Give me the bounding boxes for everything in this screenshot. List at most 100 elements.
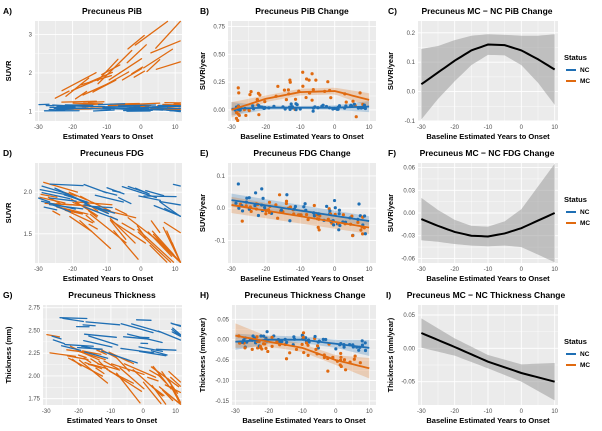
data-point-nc <box>293 204 298 209</box>
subject-trajectory-mc <box>79 220 112 250</box>
panel-i-xlabel: Baseline Estimated Years to Onset <box>426 416 550 425</box>
data-point-mc <box>282 88 287 92</box>
data-point-nc <box>363 348 368 353</box>
data-point-mc <box>234 110 239 115</box>
subject-trajectory-nc <box>92 109 115 112</box>
data-point-mc <box>301 335 305 339</box>
data-point-mc <box>302 350 306 355</box>
subject-trajectory-nc <box>118 197 132 205</box>
panel-h-ytick-label: 0.05 <box>217 317 229 323</box>
subject-trajectory-nc <box>49 183 84 187</box>
subject-trajectory-mc <box>108 58 143 81</box>
data-point-mc <box>263 100 267 104</box>
panel-e-xlabel: Baseline Estimated Years to Onset <box>240 274 364 283</box>
confidence-band-mc <box>235 323 370 379</box>
subject-trajectory-mc <box>52 210 61 216</box>
panel-g-title: Precuneus Thickness <box>68 290 156 300</box>
legend-title: Status <box>564 195 587 204</box>
data-point-nc <box>357 348 361 352</box>
subject-trajectory-mc <box>58 206 89 215</box>
panel-h-title: Precuneus Thickness Change <box>245 290 366 300</box>
subject-trajectory-mc <box>164 384 182 394</box>
panel-h-xtick-label: -30 <box>231 409 240 415</box>
data-point-mc <box>236 86 240 90</box>
data-point-mc <box>339 351 343 356</box>
panel-f-ylabel: SUVR/year <box>386 194 395 232</box>
subject-trajectory-mc <box>121 222 135 231</box>
data-point-mc <box>277 193 282 197</box>
panel-d-xtick-label: -20 <box>68 267 77 273</box>
subject-trajectory-mc <box>46 333 61 338</box>
panel-c-ytick-label: 0.2 <box>407 31 416 37</box>
subject-trajectory-mc <box>79 74 113 86</box>
panel-c-xtick-label: -20 <box>450 125 459 131</box>
data-point-nc <box>292 335 296 339</box>
difference-line <box>420 332 555 383</box>
data-point-nc <box>262 334 266 338</box>
data-point-mc <box>266 349 270 354</box>
panel-f-ytick-label: -0.06 <box>401 256 415 262</box>
subject-trajectory-mc <box>88 223 98 230</box>
subject-trajectory-nc <box>48 197 77 202</box>
panel-letter-f: F) <box>388 148 396 158</box>
panel-letter-a: A) <box>3 6 12 16</box>
legend-row-1: Status NC MC <box>564 53 590 85</box>
panel-g-ytick-label: 2.75 <box>28 306 40 312</box>
data-point-nc <box>262 205 267 210</box>
subject-trajectory-nc <box>120 323 154 334</box>
subject-trajectory-mc <box>149 244 168 263</box>
subject-trajectory-nc <box>155 348 177 351</box>
data-point-mc <box>264 346 268 350</box>
legend-row-2: Status NC MC <box>564 195 590 227</box>
data-point-mc <box>286 88 290 92</box>
data-point-mc <box>314 78 318 82</box>
panel-e-ytick-label: 0.0 <box>217 206 226 212</box>
data-point-nc <box>245 196 249 200</box>
subject-trajectory-nc <box>138 350 167 357</box>
panel-g-xtick-label: 0 <box>142 409 146 415</box>
data-point-nc <box>321 337 325 341</box>
panel-g: G) Precuneus Thickness -30 -20 -10 0 10 1.75 2… <box>3 290 182 425</box>
data-point-mc <box>356 220 360 224</box>
panel-i-ytick-label: 0.00 <box>403 346 415 352</box>
subject-trajectory-nc <box>106 187 125 195</box>
subject-trajectory-mc <box>150 220 161 234</box>
data-point-nc <box>325 204 329 208</box>
subject-trajectory-mc <box>85 214 95 223</box>
subject-trajectory-nc <box>157 330 182 341</box>
subject-trajectory-mc <box>89 213 127 244</box>
data-point-nc <box>337 212 341 216</box>
subject-trajectory-mc <box>71 358 82 367</box>
data-point-nc <box>288 219 292 223</box>
subject-trajectory-mc <box>84 361 103 370</box>
subject-trajectory-mc <box>143 48 174 69</box>
panel-f-ytick-label: 0.06 <box>403 166 415 172</box>
data-point-nc <box>279 208 284 212</box>
subject-trajectory-nc <box>171 331 182 337</box>
subject-trajectory-nc <box>52 339 65 345</box>
subject-trajectory-mc <box>103 360 119 370</box>
data-point-mc <box>315 344 320 348</box>
panel-letter-h: H) <box>200 290 209 300</box>
data-point-mc <box>326 80 330 84</box>
data-point-nc <box>294 108 298 112</box>
subject-trajectory-mc <box>114 208 128 216</box>
panel-a-ytick-label: 2 <box>29 71 33 77</box>
panel-h-ytick-label: -0.15 <box>215 399 229 405</box>
data-point-mc <box>288 351 292 355</box>
data-point-mc <box>244 113 248 118</box>
subject-trajectory-nc <box>68 105 106 108</box>
legend-mc-label: MC <box>580 362 590 369</box>
data-point-nc <box>332 198 337 203</box>
panel-b-ytick-label: 0.75 <box>213 25 225 31</box>
data-point-mc <box>305 77 309 81</box>
data-point-nc <box>333 206 337 210</box>
data-point-mc <box>353 354 357 358</box>
panel-i-ytick-label: -0.05 <box>401 380 415 386</box>
panel-d-ytick-label: 2.0 <box>24 190 33 196</box>
panel-c: C) Precuneus MC − NC PiB Change -30 -20 -1… <box>386 6 559 141</box>
subject-trajectory-nc <box>62 317 85 323</box>
panel-f-xtick-label: 10 <box>551 267 558 273</box>
panel-e-title: Precuneus FDG Change <box>253 148 351 158</box>
panel-b-xtick-label: 10 <box>366 125 373 131</box>
